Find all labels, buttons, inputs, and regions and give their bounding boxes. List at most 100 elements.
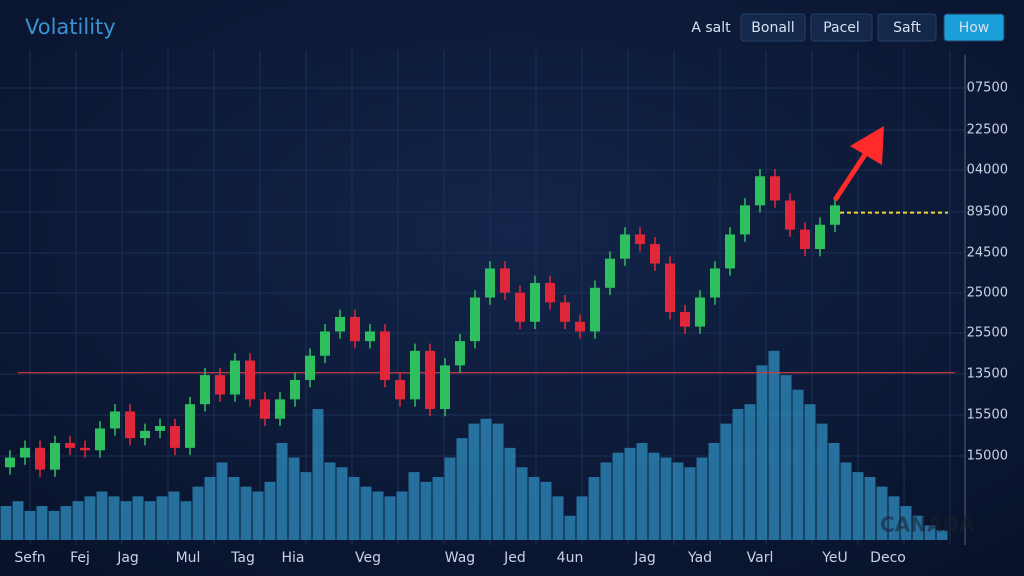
volume-bar (240, 486, 252, 540)
candle-body (515, 292, 525, 322)
volume-bar (624, 447, 636, 540)
candle-body (710, 268, 720, 298)
candle-body (95, 428, 105, 451)
y-tick-label: 15000 (967, 449, 1008, 464)
volume-bar (600, 462, 612, 540)
volume-bar (144, 501, 156, 540)
volume-bar (744, 404, 756, 540)
y-tick-label: 07500 (967, 81, 1008, 96)
candle-body (200, 375, 210, 405)
volume-bar (672, 462, 684, 540)
volume-bar (72, 501, 84, 540)
candle-body (830, 205, 840, 225)
volume-bar (24, 510, 36, 540)
volume-bar (408, 472, 420, 540)
volume-bar (552, 496, 564, 540)
candle-body (125, 411, 135, 439)
candle-body (215, 375, 225, 395)
button-label[interactable]: Bonall (751, 20, 794, 36)
y-tick-label: 25000 (967, 286, 1008, 301)
candle-body (365, 331, 375, 342)
y-tick-label: 04000 (967, 163, 1008, 178)
volume-bar (924, 525, 936, 540)
button[interactable] (810, 13, 873, 42)
x-tick-label: 4un (557, 550, 584, 566)
volume-bar (636, 443, 648, 540)
volume-bar (276, 443, 288, 540)
volume-bar (396, 491, 408, 540)
volume-bar (756, 365, 768, 540)
candle-body (380, 331, 390, 380)
chart-title: Volatility (25, 15, 116, 39)
button-label[interactable]: Pacel (823, 20, 860, 36)
button[interactable] (877, 13, 937, 42)
candle-body (65, 443, 75, 448)
candle-body (425, 350, 435, 410)
volume-bar (120, 501, 132, 540)
volume-bar (156, 496, 168, 540)
volume-bar (492, 423, 504, 540)
candle-body (575, 321, 585, 332)
x-tick-label: Deco (870, 550, 906, 566)
candle-body (635, 234, 645, 245)
volume-bar (300, 472, 312, 540)
button-label[interactable]: How (959, 20, 990, 36)
volume-bar (840, 462, 852, 540)
candle-body (605, 258, 615, 288)
candle-body (50, 443, 60, 470)
candle-body (290, 379, 300, 400)
candle-body (800, 229, 810, 249)
volume-bar (804, 404, 816, 540)
volume-bar (876, 486, 888, 540)
watermark: CANADA (880, 513, 975, 537)
volume-bar (192, 486, 204, 540)
volume-bar (480, 418, 492, 540)
x-tick-label: Wag (445, 550, 475, 566)
axis-labels: 07500 22500 04000 89500 24500 25000 25500 13500… (14, 81, 1008, 567)
x-tick-label: Veg (355, 550, 381, 566)
y-tick-label: 15500 (967, 408, 1008, 423)
volume-bar (708, 443, 720, 540)
candle-body (140, 430, 150, 439)
volume-bar (816, 423, 828, 540)
candle-body (665, 263, 675, 313)
candle-body (680, 312, 690, 327)
button-label[interactable]: Saft (893, 20, 921, 36)
volume-bar (12, 501, 24, 540)
volume-bar (180, 501, 192, 540)
x-tick-label: Tag (230, 550, 255, 566)
volume-bar (852, 472, 864, 540)
y-tick-label: 89500 (967, 205, 1008, 220)
candles (5, 168, 840, 477)
volume-bar (36, 506, 48, 540)
candle-body (35, 447, 45, 470)
volume-bar (864, 476, 876, 540)
y-tick-label: 24500 (967, 246, 1008, 261)
volume-bar (336, 467, 348, 540)
x-tick-label: Jag (116, 550, 139, 566)
button[interactable] (740, 13, 806, 42)
candle-body (350, 316, 360, 342)
x-tick-label: Mul (176, 550, 201, 566)
candle-body (545, 282, 555, 303)
candle-body (695, 297, 705, 327)
candle-body (260, 399, 270, 419)
volume-bar (768, 350, 780, 540)
volume-bar (312, 409, 324, 540)
volume-bar (684, 467, 696, 540)
candle-body (305, 355, 315, 380)
y-tick-label: 25500 (967, 326, 1008, 341)
candle-body (620, 234, 630, 259)
button[interactable] (943, 13, 1005, 42)
volume-bar (132, 496, 144, 540)
candle-body (650, 244, 660, 264)
trend-arrow-head (850, 126, 884, 165)
candle-body (335, 316, 345, 332)
candle-body (785, 200, 795, 230)
candle-body (410, 350, 420, 400)
x-tick-label: YeU (821, 550, 848, 566)
volume-bar (660, 457, 672, 540)
x-tick-label: Yad (687, 550, 712, 566)
volume-bar (444, 457, 456, 540)
volume-bar (324, 462, 336, 540)
